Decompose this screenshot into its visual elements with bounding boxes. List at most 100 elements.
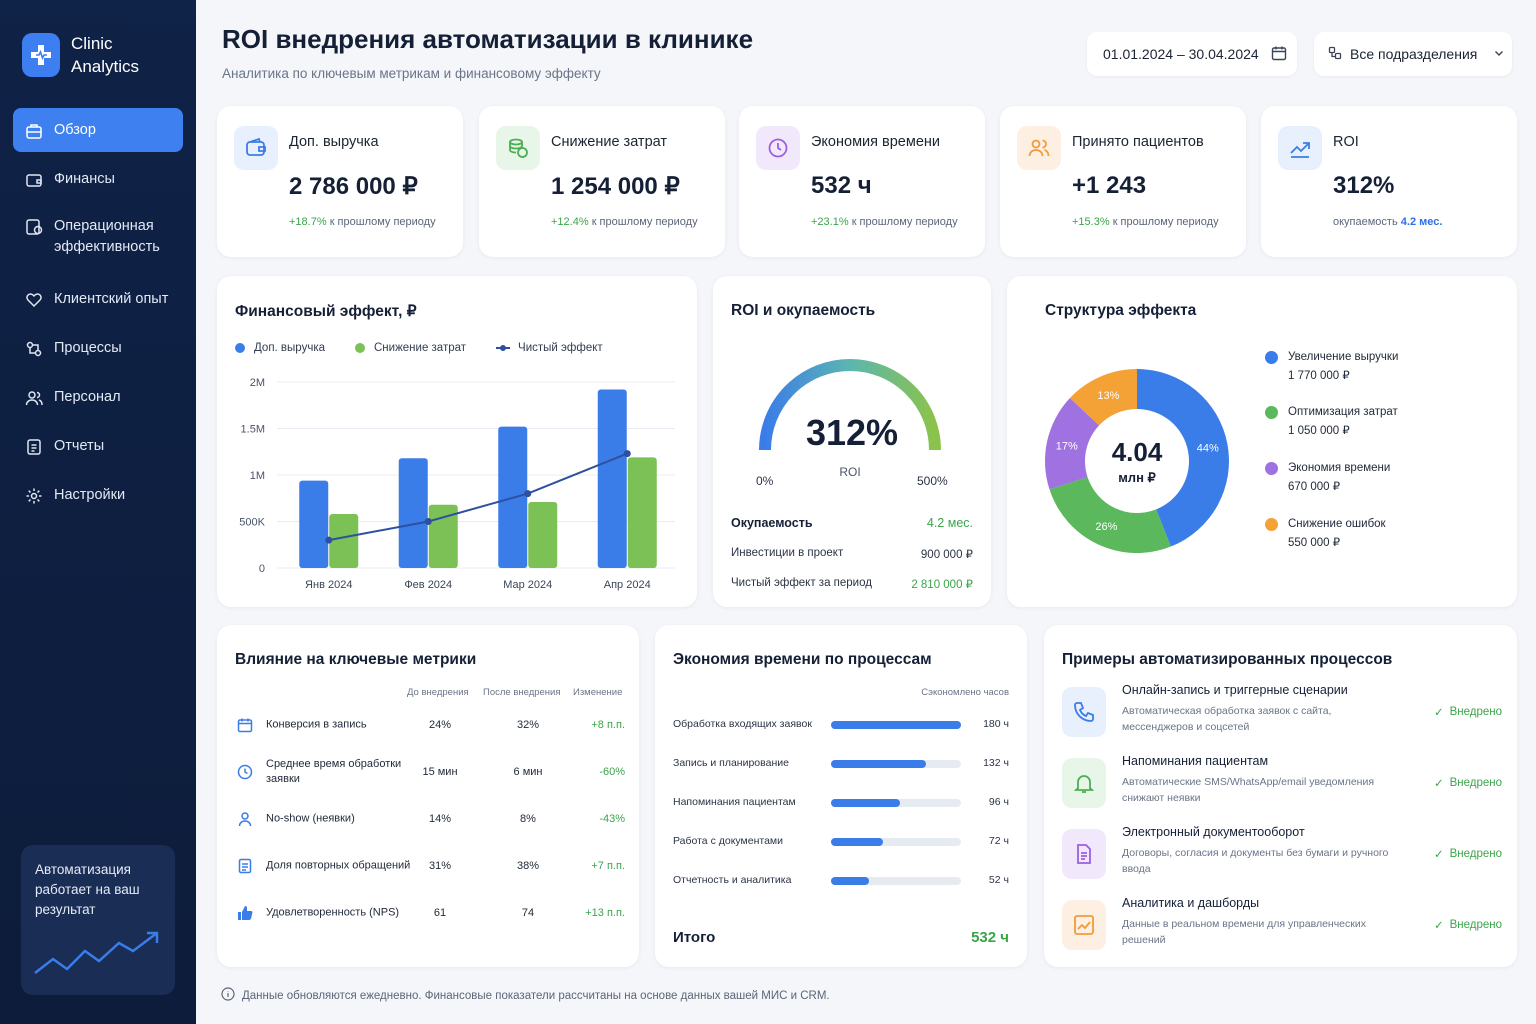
kpi-delta: +15.3% к прошлому периоду: [1072, 216, 1219, 228]
metric-after: 38%: [516, 860, 540, 872]
time-total-label: Итого: [673, 929, 716, 946]
kpi-card-revenue: Доп. выручка 2 786 000 ₽ +18.7% к прошло…: [217, 106, 463, 257]
kpi-title: Доп. выручка: [289, 134, 379, 150]
list-item[interactable]: Электронный документооборот Договоры, со…: [1062, 825, 1502, 885]
time-row-name: Запись и планирование: [673, 757, 789, 769]
sidebar-item-operational[interactable]: Операционная эффективность: [13, 206, 183, 272]
x-tick-label: Фев 2024: [404, 579, 452, 591]
metrics-title: Влияние на ключевые метрики: [235, 651, 477, 668]
donut-slice-label: 13%: [1097, 390, 1119, 402]
legend-amount: 550 000 ₽: [1288, 537, 1341, 549]
sidebar-item-staff[interactable]: Персонал: [13, 375, 183, 419]
time-row-value: 180 ч: [983, 718, 1009, 730]
kpi-delta-value: +23.1%: [811, 216, 849, 228]
process-icon: [23, 338, 45, 360]
x-tick-label: Мар 2024: [503, 579, 552, 591]
kpi-delta: +18.7% к прошлому периоду: [289, 216, 436, 228]
kpi-title: Принято пациентов: [1072, 134, 1204, 150]
finance-chart-title: Финансовый эффект, ₽: [235, 303, 417, 320]
time-row-name: Отчетность и аналитика: [673, 874, 792, 886]
roi-payback-label: Окупаемость: [731, 516, 813, 530]
list-item[interactable]: Напоминания пациентам Автоматические SMS…: [1062, 754, 1502, 814]
time-row-bar-fill: [831, 877, 869, 885]
status-badge: ✓ Внедрено: [1434, 776, 1502, 790]
roi-invest-label: Инвестиции в проект: [731, 547, 844, 559]
time-row: Напоминания пациентам 96 ч: [673, 793, 1009, 813]
status-badge: ✓ Внедрено: [1434, 918, 1502, 932]
chart-icon: [1062, 900, 1106, 950]
donut-slice-label: 44%: [1197, 443, 1219, 455]
bar-cost-reduction: [528, 501, 558, 568]
sidebar-item-label: Клиентский опыт: [54, 291, 169, 307]
user-icon: [235, 809, 255, 829]
metric-change: -43%: [599, 813, 625, 825]
status-label: Внедрено: [1449, 706, 1502, 718]
list-item[interactable]: Онлайн-запись и триггерные сценарии Авто…: [1062, 683, 1502, 743]
y-tick-label: 1.5M: [241, 424, 265, 436]
x-tick-label: Апр 2024: [604, 579, 651, 591]
thumbs-up-icon: [235, 903, 255, 923]
metric-after: 32%: [516, 719, 540, 731]
time-row-value: 52 ч: [988, 874, 1009, 886]
metric-change: +13 п.п.: [585, 907, 625, 919]
metric-change: +8 п.п.: [591, 719, 625, 731]
department-select[interactable]: Все подразделения: [1314, 32, 1512, 76]
metric-after: 74: [521, 907, 535, 919]
calendar-icon: [235, 715, 255, 735]
legend-label: Снижение ошибок: [1288, 518, 1386, 530]
sidebar-item-processes[interactable]: Процессы: [13, 326, 183, 370]
kpi-title: Снижение затрат: [551, 134, 668, 150]
clock-icon: [756, 126, 800, 170]
info-icon: [221, 987, 235, 1004]
kpi-delta-value: +18.7%: [289, 216, 327, 228]
chevron-down-icon: [1493, 46, 1505, 62]
metrics-header-change: Изменение: [573, 687, 623, 698]
donut-center-value: 4.04: [1111, 437, 1163, 467]
document-icon: [23, 436, 45, 458]
sidebar-item-settings[interactable]: Настройки: [13, 473, 183, 517]
bar-cost-reduction: [329, 514, 359, 568]
legend-item-revenue-increase: Увеличение выручки 1 770 000 ₽: [1265, 348, 1398, 386]
kpi-title: ROI: [1333, 134, 1359, 150]
department-value: Все подразделения: [1350, 46, 1478, 62]
sidebar-item-label: Финансы: [54, 171, 115, 187]
date-range-picker[interactable]: 01.01.2024 – 30.04.2024: [1087, 32, 1297, 76]
metrics-card: Влияние на ключевые метрики До внедрения…: [217, 625, 639, 967]
metric-name: No-show (неявки): [266, 812, 355, 825]
net-effect-point: [424, 518, 432, 525]
donut-slice-label: 26%: [1095, 521, 1117, 533]
sidebar-item-finance[interactable]: Финансы: [13, 157, 183, 201]
list-item[interactable]: Аналитика и дашборды Данные в реальном в…: [1062, 896, 1502, 956]
sidebar-item-client-experience[interactable]: Клиентский опыт: [13, 277, 183, 321]
processes-title: Примеры автоматизированных процессов: [1062, 651, 1393, 668]
briefcase-icon: [23, 120, 45, 142]
structure-card: Структура эффекта 44% 26% 17% 13% 4.04 млн …: [1007, 276, 1517, 607]
date-range-value: 01.01.2024 – 30.04.2024: [1103, 46, 1259, 62]
status-label: Внедрено: [1449, 777, 1502, 789]
legend-dot: [355, 343, 365, 353]
heart-icon: [23, 289, 45, 311]
donut-slice: [1069, 369, 1137, 426]
check-icon: ✓: [1433, 849, 1444, 861]
people-icon: [23, 387, 45, 409]
status-badge: ✓ Внедрено: [1434, 705, 1502, 719]
app-logo[interactable]: Clinic Analytics: [22, 32, 161, 78]
sidebar-item-reports[interactable]: Отчеты: [13, 424, 183, 468]
time-row-name: Обработка входящих заявок: [673, 718, 812, 730]
structure-donut: 44% 26% 17% 13%: [1045, 369, 1229, 553]
time-row: Работа с документами 72 ч: [673, 832, 1009, 852]
time-savings-header: Сэкономлено часов: [921, 687, 1009, 698]
bell-icon: [1062, 758, 1106, 808]
sidebar-item-overview[interactable]: Обзор: [13, 108, 183, 152]
sidebar-item-label: Обзор: [54, 122, 96, 138]
check-icon: ✓: [1433, 707, 1444, 719]
time-row-name: Работа с документами: [673, 835, 784, 847]
time-row-bar: [831, 760, 961, 768]
roi-payback-row: Окупаемость 4.2 мес.: [731, 516, 973, 530]
donut-slice: [1045, 398, 1100, 490]
legend-item-costs: Снижение затрат: [355, 342, 466, 354]
donut-slice: [1049, 477, 1171, 553]
page-subtitle: Аналитика по ключевым метрикам и финансо…: [222, 66, 601, 81]
kpi-delta-text: к прошлому периоду: [1112, 216, 1219, 228]
roi-gauge-arc: [759, 359, 941, 451]
